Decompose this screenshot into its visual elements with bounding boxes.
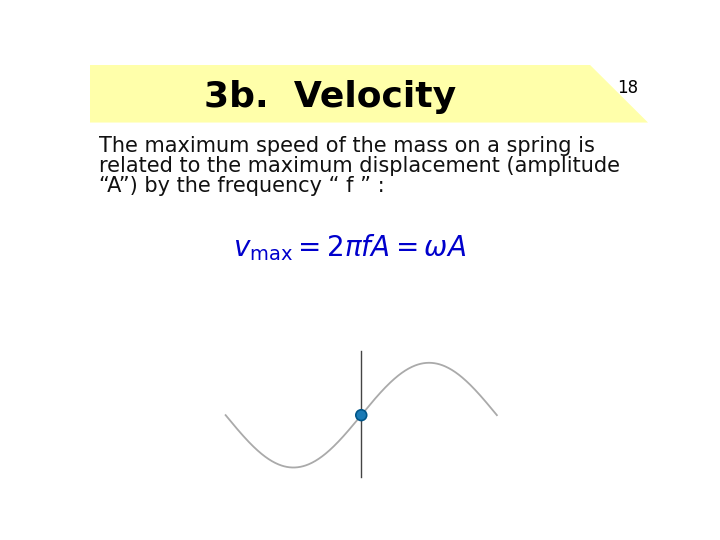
Text: $v_{\mathrm{max}} = 2\pi f A = \omega A$: $v_{\mathrm{max}} = 2\pi f A = \omega A$	[233, 233, 467, 264]
Polygon shape	[90, 65, 648, 123]
Text: “A”) by the frequency “ f ” :: “A”) by the frequency “ f ” :	[99, 176, 385, 195]
Ellipse shape	[356, 410, 366, 421]
Text: related to the maximum displacement (amplitude: related to the maximum displacement (amp…	[99, 156, 621, 176]
Text: 3b.  Velocity: 3b. Velocity	[204, 80, 456, 114]
Text: The maximum speed of the mass on a spring is: The maximum speed of the mass on a sprin…	[99, 136, 595, 156]
Text: 18: 18	[618, 79, 639, 97]
